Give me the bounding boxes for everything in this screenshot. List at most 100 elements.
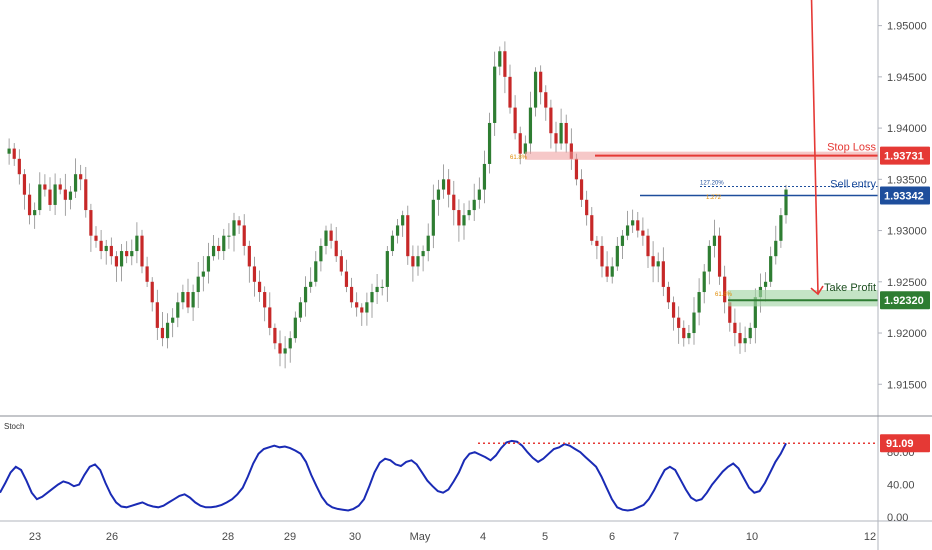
candle-body — [63, 189, 67, 200]
candle-body — [263, 292, 267, 308]
candle-body — [385, 251, 389, 287]
candle-body — [104, 245, 108, 252]
stoch-line — [0, 439, 787, 512]
candle-body — [288, 338, 292, 349]
candle-body — [324, 230, 328, 246]
candle-body — [769, 256, 773, 282]
price-tick-label: 1.95000 — [887, 21, 927, 33]
price-tag-text: 1.93342 — [884, 191, 924, 203]
candle-body — [518, 133, 522, 154]
candle-body — [717, 235, 722, 277]
candle-body — [119, 251, 124, 267]
candle-body — [395, 225, 400, 236]
candle-body — [217, 245, 221, 252]
stoch-tag-bg — [880, 434, 930, 453]
candle-body — [595, 240, 599, 246]
candle-body — [211, 245, 216, 257]
candle-body — [763, 281, 768, 287]
candle-body — [406, 215, 410, 257]
candle-body — [12, 148, 16, 159]
candle-body — [130, 251, 134, 257]
candle-body — [697, 292, 701, 313]
candle-body — [150, 281, 154, 303]
candle-body — [278, 343, 282, 354]
candle-body — [753, 297, 757, 328]
candle-body — [477, 189, 481, 200]
candle-body — [181, 292, 185, 303]
candle-body — [247, 245, 251, 267]
candle-body — [692, 312, 696, 334]
candle-body — [641, 230, 645, 236]
time-tick-label: 26 — [106, 531, 118, 543]
candle-body — [99, 240, 103, 252]
candle-body — [590, 215, 594, 241]
candle-body — [334, 240, 338, 257]
candle-body — [68, 191, 73, 200]
candle-body — [125, 251, 129, 257]
candle-body — [426, 235, 430, 252]
candle-body — [89, 210, 93, 236]
time-tick-label: 6 — [609, 531, 615, 543]
time-tick-label: 4 — [480, 531, 486, 543]
candle-body — [186, 292, 190, 308]
stoch-tick-label: 40.00 — [887, 480, 915, 492]
price-tag-text: 1.92320 — [884, 295, 924, 307]
candle-body — [508, 76, 512, 108]
candle-body — [370, 292, 374, 303]
candle-body — [268, 307, 272, 328]
fib-label-1272: 1.272 — [706, 195, 722, 201]
price-tick-label: 1.94000 — [887, 123, 927, 135]
candle-body — [319, 245, 323, 262]
candle-body — [585, 199, 589, 216]
time-tick-label: 30 — [349, 531, 361, 543]
candle-body — [401, 215, 405, 226]
candle-body — [237, 220, 241, 226]
candle-body — [171, 317, 175, 323]
candle-body — [27, 194, 32, 216]
time-tick-label: 5 — [542, 531, 548, 543]
candle-body — [314, 261, 318, 282]
candle-body — [298, 302, 303, 318]
fib-label-sl: 61.8% — [510, 155, 528, 161]
candle-body — [135, 235, 139, 252]
candle-body — [559, 122, 563, 144]
candle-body — [160, 327, 165, 339]
trade-arrow-line — [810, 0, 819, 295]
candle-body — [620, 235, 625, 246]
candle-body — [227, 235, 231, 237]
candle-body — [605, 266, 609, 277]
candle-body — [646, 235, 650, 257]
candle-body — [779, 215, 783, 241]
candle-body — [569, 143, 573, 159]
candle-body — [140, 235, 144, 267]
candle-body — [493, 66, 497, 123]
candle-body — [472, 199, 476, 211]
take-profit-label: Take Profit — [824, 282, 876, 294]
time-tick-label: 29 — [284, 531, 296, 543]
candle-body — [191, 292, 195, 308]
candle-body — [441, 179, 446, 190]
stoch-title: Stoch — [4, 422, 24, 431]
candle-body — [206, 256, 211, 272]
candle-body — [79, 174, 83, 180]
time-tick-label: May — [410, 531, 431, 543]
candle-body — [222, 235, 226, 252]
price-tick-label: 1.92000 — [887, 328, 927, 340]
candle-body — [748, 327, 752, 339]
candle-body — [196, 276, 200, 293]
candle-body — [600, 245, 604, 267]
time-tick-label: 7 — [673, 531, 679, 543]
candle-body — [232, 220, 236, 236]
time-tick-label: 10 — [746, 531, 758, 543]
candle-body — [38, 184, 42, 211]
candle-body — [564, 122, 568, 144]
stoch-tick-label: 0.00 — [887, 512, 908, 524]
price-tag-bg — [880, 291, 930, 310]
candle-body — [738, 333, 742, 344]
candle-body — [48, 189, 52, 205]
time-tick-label: 12 — [864, 531, 876, 543]
price-tick-label: 1.94500 — [887, 72, 927, 84]
sell-entry-label: Sell entry — [830, 179, 876, 191]
candle-body — [743, 338, 747, 344]
